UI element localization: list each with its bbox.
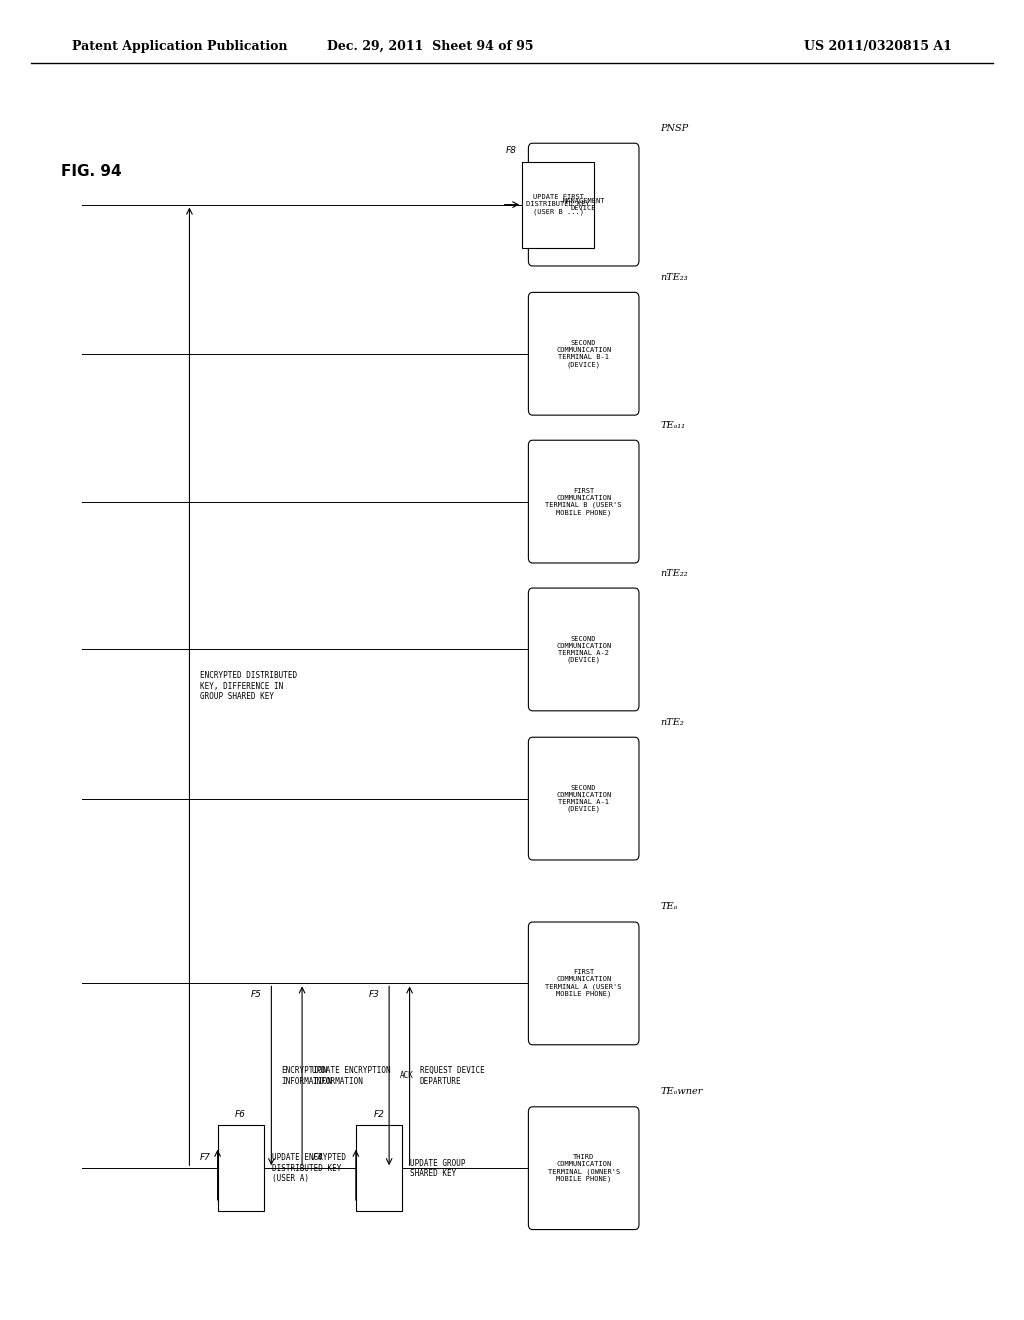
Text: nTE₂₃: nTE₂₃ [660,273,688,281]
FancyBboxPatch shape [528,441,639,562]
Text: TEₐ: TEₐ [660,903,678,911]
Bar [522,162,594,248]
Text: ENCRYPTED DISTRIBUTED
KEY, DIFFERENCE IN
GROUP SHARED KEY: ENCRYPTED DISTRIBUTED KEY, DIFFERENCE IN… [200,672,297,701]
Text: UPDATE ENCRYPTION
INFORMATION: UPDATE ENCRYPTION INFORMATION [312,1067,391,1085]
Text: ENCRYPTION
INFORMATION: ENCRYPTION INFORMATION [282,1067,333,1085]
Text: Patent Application Publication: Patent Application Publication [72,40,287,53]
FancyBboxPatch shape [528,1106,639,1230]
Text: PNSP: PNSP [660,124,688,133]
Text: SECOND
COMMUNICATION
TERMINAL B-1
(DEVICE): SECOND COMMUNICATION TERMINAL B-1 (DEVIC… [556,341,611,367]
Text: F6: F6 [236,1110,246,1118]
Text: US 2011/0320815 A1: US 2011/0320815 A1 [805,40,952,53]
Text: TEₒwner: TEₒwner [660,1088,702,1096]
Text: F2: F2 [374,1110,384,1118]
Text: FIRST
COMMUNICATION
TERMINAL A (USER'S
MOBILE PHONE): FIRST COMMUNICATION TERMINAL A (USER'S M… [546,969,622,998]
Text: nTE₂₂: nTE₂₂ [660,569,688,578]
Text: MANAGEMENT
DEVICE: MANAGEMENT DEVICE [562,198,605,211]
Text: F8: F8 [506,147,517,156]
FancyBboxPatch shape [528,293,639,414]
Text: SECOND
COMMUNICATION
TERMINAL A-1
(DEVICE): SECOND COMMUNICATION TERMINAL A-1 (DEVIC… [556,785,611,812]
Bar [356,1125,401,1212]
Text: FIRST
COMMUNICATION
TERMINAL B (USER'S
MOBILE PHONE): FIRST COMMUNICATION TERMINAL B (USER'S M… [546,487,622,516]
Text: ACK: ACK [399,1072,414,1080]
Text: F3: F3 [369,990,380,999]
Text: SECOND
COMMUNICATION
TERMINAL A-2
(DEVICE): SECOND COMMUNICATION TERMINAL A-2 (DEVIC… [556,636,611,663]
Text: nTE₂: nTE₂ [660,718,684,726]
FancyBboxPatch shape [528,589,639,710]
Bar [217,1125,264,1212]
Text: REQUEST DEVICE
DEPARTURE: REQUEST DEVICE DEPARTURE [420,1067,484,1085]
Text: F7: F7 [200,1152,211,1162]
Text: Dec. 29, 2011  Sheet 94 of 95: Dec. 29, 2011 Sheet 94 of 95 [327,40,534,53]
Text: TEₐ₁₁: TEₐ₁₁ [660,421,685,430]
Text: UPDATE FIRST
DISTRIBUTED KEY
(USER B ...): UPDATE FIRST DISTRIBUTED KEY (USER B ...… [526,194,590,215]
Text: FIG. 94: FIG. 94 [61,164,122,180]
FancyBboxPatch shape [528,737,639,861]
Text: F4: F4 [312,1152,324,1162]
FancyBboxPatch shape [528,921,639,1045]
FancyBboxPatch shape [528,144,639,267]
Text: UPDATE ENCRYPTED
DISTRIBUTED KEY
(USER A): UPDATE ENCRYPTED DISTRIBUTED KEY (USER A… [272,1154,346,1183]
Text: F5: F5 [251,990,262,999]
Text: THIRD
COMMUNICATION
TERMINAL (OWNER'S
MOBILE PHONE): THIRD COMMUNICATION TERMINAL (OWNER'S MO… [548,1154,620,1183]
Text: F1: F1 [389,1152,400,1162]
Text: UPDATE GROUP
SHARED KEY: UPDATE GROUP SHARED KEY [410,1159,466,1177]
